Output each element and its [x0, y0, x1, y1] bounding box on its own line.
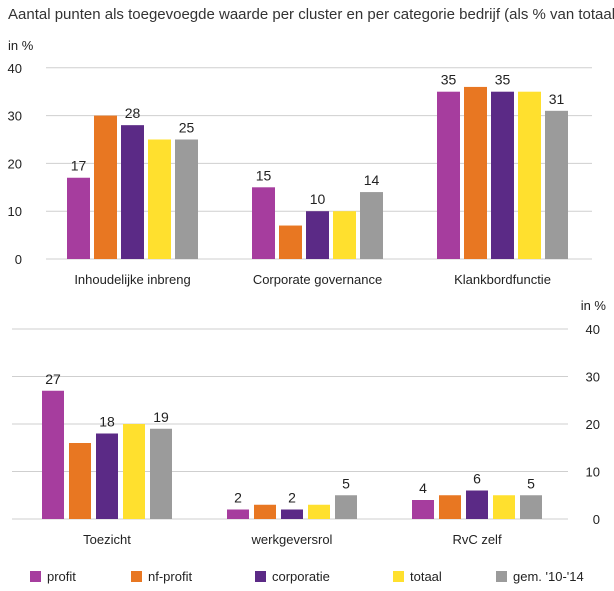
y-tick-label: 40	[8, 61, 22, 76]
bar-gem-10-14	[545, 110, 568, 259]
bar-gem-10-14	[360, 192, 383, 259]
legend-item-profit: profit	[30, 569, 76, 584]
data-label: 35	[441, 72, 457, 88]
y-tick-label: 0	[593, 512, 600, 527]
bar-totaal	[518, 91, 541, 259]
legend-label: profit	[47, 569, 76, 584]
bar-corporatie	[491, 91, 514, 259]
bar-corporatie	[466, 490, 488, 519]
y-tick-label: 30	[8, 109, 22, 124]
legend-swatch	[496, 571, 507, 582]
category-label: Corporate governance	[253, 272, 382, 287]
category-label: Toezicht	[83, 532, 131, 547]
legend-item-nf-profit: nf-profit	[131, 569, 192, 584]
y-axis-unit-label: in %	[581, 298, 607, 313]
legend-label: nf-profit	[148, 569, 193, 584]
bar-profit	[412, 500, 434, 519]
bar-totaal	[333, 211, 356, 259]
data-label: 25	[179, 120, 195, 136]
y-tick-label: 10	[8, 204, 22, 219]
legend-swatch	[131, 571, 142, 582]
data-label: 15	[256, 167, 272, 183]
data-label: 28	[125, 105, 141, 121]
data-label: 2	[234, 490, 242, 506]
bar-profit	[252, 187, 275, 259]
legend-item-corporatie: corporatie	[255, 569, 330, 584]
data-label: 4	[419, 480, 427, 496]
bar-gem-10-14	[335, 495, 357, 519]
legend-swatch	[393, 571, 404, 582]
legend-label: totaal	[410, 569, 442, 584]
bar-gem-10-14	[520, 495, 542, 519]
bar-profit	[42, 390, 64, 519]
bar-nf-profit	[94, 115, 117, 259]
category-label: RvC zelf	[452, 532, 502, 547]
legend-label: corporatie	[272, 569, 330, 584]
bar-profit	[67, 177, 90, 259]
bar-corporatie	[306, 211, 329, 259]
category-label: werkgeversrol	[251, 532, 333, 547]
bar-corporatie	[281, 509, 303, 519]
bar-nf-profit	[279, 225, 302, 259]
bar-totaal	[123, 424, 145, 519]
bar-totaal	[148, 139, 171, 259]
legend-swatch	[255, 571, 266, 582]
y-axis-unit-label: in %	[8, 38, 34, 53]
bar-gem-10-14	[150, 428, 172, 519]
data-label: 27	[45, 371, 61, 387]
legend-item-totaal: totaal	[393, 569, 442, 584]
legend-label: gem. '10-'14	[513, 569, 584, 584]
y-tick-label: 0	[15, 252, 22, 267]
y-tick-label: 20	[586, 417, 600, 432]
data-label: 35	[495, 72, 511, 88]
bar-profit	[227, 509, 249, 519]
data-label: 2	[288, 490, 296, 506]
y-tick-label: 20	[8, 156, 22, 171]
chart-title: Aantal punten als toegevoegde waarde per…	[8, 6, 614, 23]
bar-corporatie	[96, 433, 118, 519]
data-label: 10	[310, 191, 326, 207]
data-label: 14	[364, 172, 380, 188]
legend: profit nf-profit corporatie totaal gem. …	[0, 569, 614, 589]
category-label: Klankbordfunctie	[454, 272, 551, 287]
y-tick-label: 30	[586, 370, 600, 385]
bar-nf-profit	[439, 495, 461, 519]
data-label: 5	[527, 475, 535, 491]
bar-totaal	[308, 504, 330, 519]
bar-profit	[437, 91, 460, 259]
data-label: 19	[153, 409, 169, 425]
category-label: Inhoudelijke inbreng	[74, 272, 190, 287]
legend-swatch	[30, 571, 41, 582]
data-label: 31	[549, 91, 565, 107]
bar-nf-profit	[69, 443, 91, 519]
bar-corporatie	[121, 125, 144, 259]
data-label: 5	[342, 475, 350, 491]
data-label: 6	[473, 471, 481, 487]
bar-totaal	[493, 495, 515, 519]
data-label: 17	[71, 158, 87, 174]
bar-nf-profit	[464, 86, 487, 259]
bar-gem-10-14	[175, 139, 198, 259]
legend-item-gem: gem. '10-'14	[496, 569, 584, 584]
data-label: 18	[99, 414, 115, 430]
y-tick-label: 40	[586, 322, 600, 337]
y-tick-label: 10	[586, 465, 600, 480]
bar-nf-profit	[254, 504, 276, 519]
